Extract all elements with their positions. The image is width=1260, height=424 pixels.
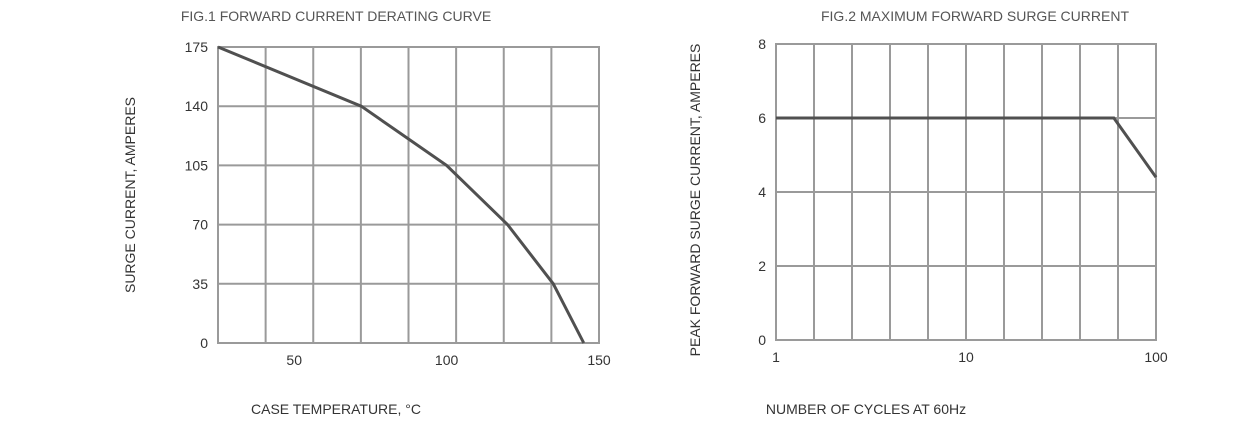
- y-tick-label: 70: [192, 217, 208, 233]
- chart2-plot-frame: [775, 43, 1157, 341]
- chart2-grid: [776, 44, 1156, 340]
- x-tick-label: 100: [435, 352, 459, 368]
- chart1-title: FIG.1 FORWARD CURRENT DERATING CURVE: [181, 8, 491, 24]
- chart1-grid: [218, 47, 599, 343]
- y-tick-label: 2: [758, 258, 766, 274]
- chart2-y-ticks: 8 6 4 2 0: [758, 36, 766, 348]
- y-tick-label: 35: [192, 276, 208, 292]
- chart2-series: [776, 116, 1158, 179]
- chart1-y-axis-label: SURGE CURRENT, AMPERES: [122, 97, 138, 293]
- y-tick-label: 4: [758, 184, 766, 200]
- y-tick-label: 140: [185, 98, 209, 114]
- x-tick-label: 150: [587, 352, 611, 368]
- y-tick-label: 6: [758, 110, 766, 126]
- y-tick-label: 8: [758, 36, 766, 52]
- y-tick-label: 105: [185, 157, 209, 173]
- chart1-x-ticks: 50 100 150: [286, 352, 610, 368]
- chart2-x-axis-label: NUMBER OF CYCLES AT 60Hz: [766, 401, 966, 417]
- chart2-y-axis-label: PEAK FORWARD SURGE CURRENT, AMPERES: [687, 44, 703, 357]
- chart1-plot-frame: [217, 46, 600, 344]
- x-tick-label: 10: [958, 349, 974, 365]
- derating-chart: FIG.1 FORWARD CURRENT DERATING CURVE 175…: [122, 8, 611, 417]
- series-line: [217, 45, 586, 344]
- x-tick-label: 100: [1144, 349, 1168, 365]
- chart2-x-ticks: 1 10 100: [772, 349, 1168, 365]
- y-tick-label: 0: [758, 332, 766, 348]
- series-line: [776, 116, 1158, 179]
- chart1-series: [217, 45, 586, 344]
- y-tick-label: 0: [200, 335, 208, 351]
- y-tick-label: 175: [185, 39, 209, 55]
- chart1-x-axis-label: CASE TEMPERATURE, °C: [251, 401, 421, 417]
- chart1-y-ticks: 175 140 105 70 35 0: [185, 39, 209, 351]
- x-tick-label: 1: [772, 349, 780, 365]
- surge-current-chart: FIG.2 MAXIMUM FORWARD SURGE CURRENT 8 6 4 2…: [687, 8, 1168, 417]
- chart2-title: FIG.2 MAXIMUM FORWARD SURGE CURRENT: [821, 8, 1129, 24]
- x-tick-label: 50: [286, 352, 302, 368]
